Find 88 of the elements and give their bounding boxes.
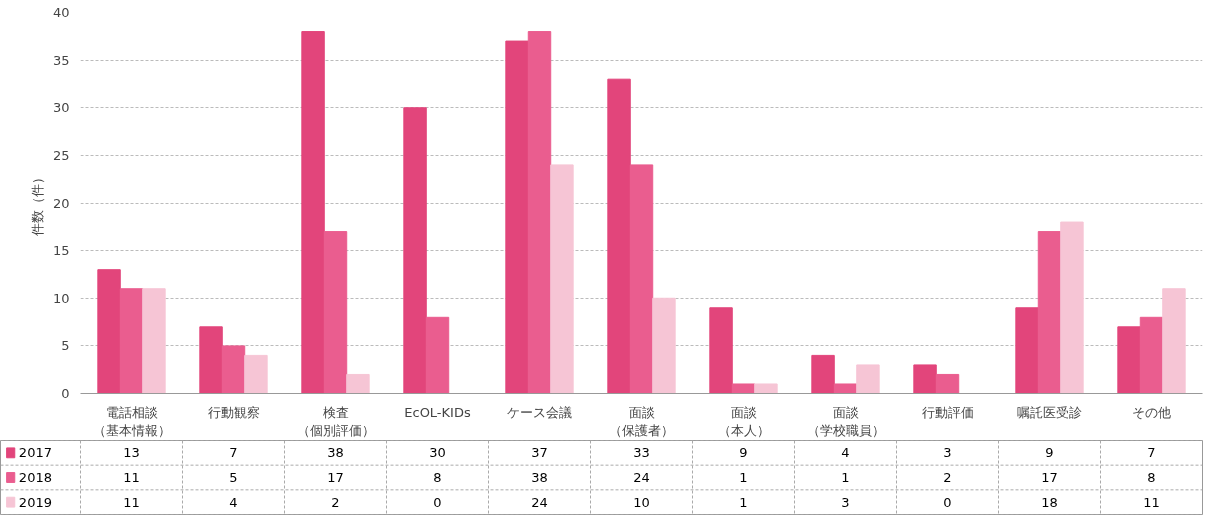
data-label: 1: [739, 494, 748, 510]
bar: [323, 231, 348, 394]
bar: [97, 269, 121, 394]
data-label: 11: [123, 494, 140, 510]
data-label: 9: [1045, 445, 1054, 461]
bar: [1015, 307, 1039, 394]
bar: [1162, 288, 1186, 394]
bar: [856, 364, 880, 394]
bar: [754, 383, 778, 394]
data-label: 4: [229, 494, 238, 510]
data-label: 8: [433, 470, 442, 485]
x-tick-label: 面談（本人）: [717, 404, 770, 438]
legend-label: 2018: [18, 470, 52, 485]
bar: [731, 383, 756, 394]
x-tick-label: 行動評価: [921, 404, 974, 420]
bar: [119, 288, 144, 394]
y-tick-label: 10: [52, 290, 70, 306]
bar: [652, 297, 676, 394]
bar: [913, 364, 937, 394]
data-label: 10: [633, 494, 650, 510]
bar: [811, 354, 835, 394]
data-label: 7: [229, 445, 238, 461]
x-tick-label: EcOL-KIDs: [404, 404, 471, 420]
data-label: 30: [429, 445, 446, 461]
data-label: 0: [433, 494, 442, 510]
y-tick-label: 30: [52, 100, 70, 116]
bar: [833, 383, 858, 394]
bar: [607, 78, 631, 394]
x-tick-label: 面談（保護者）: [609, 404, 674, 438]
legend-label: 2019: [18, 494, 52, 510]
bar: [346, 373, 370, 394]
data-label: 9: [739, 445, 748, 461]
bar: [425, 316, 450, 394]
y-tick-label: 0: [61, 386, 70, 401]
bar: [527, 31, 552, 394]
data-label: 1: [739, 470, 748, 485]
x-tick-label: 検査（個別評価）: [296, 404, 375, 438]
y-tick-label: 20: [52, 195, 70, 211]
bar: [199, 326, 223, 394]
data-label: 11: [123, 470, 140, 485]
legend-label: 2017: [18, 445, 52, 461]
data-label: 3: [841, 494, 850, 510]
y-tick-label: 15: [52, 243, 70, 259]
data-label: 13: [123, 445, 140, 461]
x-tick-label: 行動観察: [207, 404, 260, 420]
data-label: 24: [633, 470, 650, 485]
data-label: 38: [327, 445, 344, 461]
data-label: 0: [943, 494, 952, 510]
x-tick-label: 面談（学校職員）: [806, 404, 885, 438]
bar: [1117, 326, 1141, 394]
y-tick-label: 35: [52, 52, 70, 68]
data-label: 5: [229, 470, 238, 485]
x-tick-label: ケース会議: [507, 404, 572, 420]
data-label: 18: [1041, 494, 1058, 510]
bar: [244, 354, 268, 394]
data-label: 4: [841, 445, 850, 461]
data-label: 17: [327, 470, 344, 485]
bar: [221, 345, 246, 394]
x-tick-label: その他: [1132, 404, 1171, 420]
data-label: 2: [943, 470, 952, 485]
data-label: 38: [531, 470, 548, 485]
bar: [1060, 221, 1084, 394]
data-label: 33: [633, 445, 650, 461]
y-tick-label: 40: [52, 5, 70, 20]
data-label: 11: [1143, 494, 1160, 510]
bar: [301, 31, 325, 394]
bar: [403, 107, 427, 394]
bar: [550, 164, 574, 394]
data-label: 1: [841, 470, 850, 485]
bar: [142, 288, 166, 394]
y-tick-label: 5: [61, 338, 70, 354]
data-label: 37: [531, 445, 548, 461]
bar: [1139, 316, 1164, 394]
bar: [1037, 231, 1062, 394]
bar: [709, 307, 733, 394]
data-label: 2: [331, 494, 340, 510]
data-label: 8: [1147, 470, 1156, 485]
data-label: 17: [1041, 470, 1058, 485]
data-label: 24: [531, 494, 548, 510]
bar: [629, 164, 654, 394]
x-tick-label: 電話相談（基本情報）: [92, 404, 171, 438]
bar: [935, 373, 960, 394]
y-axis-title: 件数（件）: [29, 170, 45, 236]
y-tick-label: 25: [52, 147, 70, 163]
data-label: 7: [1147, 445, 1156, 461]
data-label: 3: [943, 445, 952, 461]
x-tick-label: 嘱託医受診: [1017, 404, 1082, 420]
bar: [505, 40, 529, 394]
